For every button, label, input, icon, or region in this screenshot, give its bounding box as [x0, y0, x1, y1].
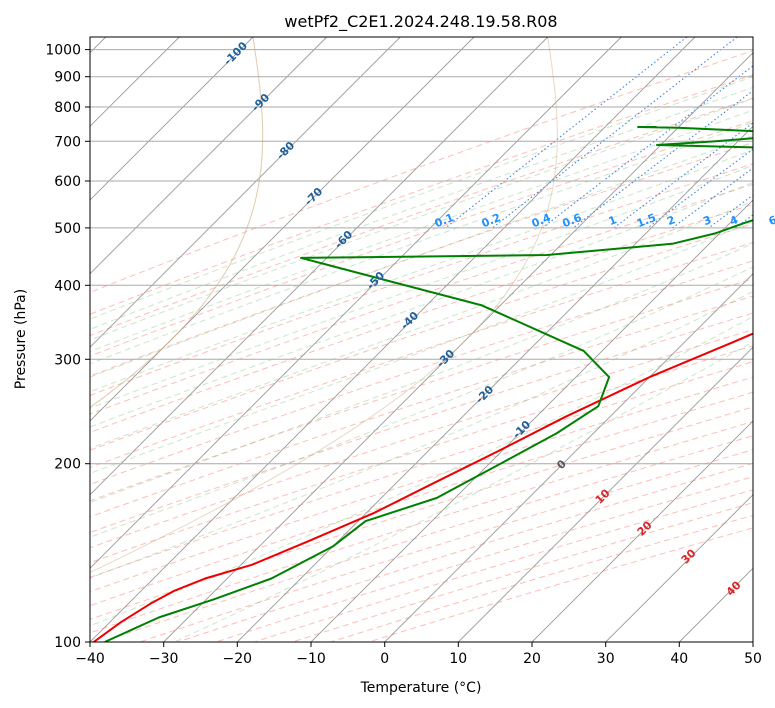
y-tick-label: 600 [54, 174, 81, 190]
moist-adiabat [90, 109, 753, 353]
isotherm-line [457, 346, 753, 642]
mixing-ratio-label: 2 [665, 213, 677, 228]
dry-adiabat [90, 97, 753, 337]
x-axis-title: Temperature (°C) [360, 680, 482, 696]
y-tick-label: 300 [54, 352, 81, 368]
isotherm-line [90, 37, 254, 201]
mixing-ratio-label: 3 [701, 213, 713, 228]
mixing-ratio-line [572, 90, 753, 229]
dry-adiabat [90, 329, 753, 549]
x-tick-label: 0 [380, 651, 389, 667]
x-tick-label: −40 [75, 651, 105, 667]
moist-adiabat [90, 220, 753, 474]
isotherm-line [90, 37, 696, 642]
dry-adiabat [90, 183, 753, 415]
plot-area [90, 37, 753, 642]
dry-adiabat [90, 312, 753, 534]
moist-adiabat [90, 200, 753, 449]
x-tick-label: 30 [597, 651, 615, 667]
y-tick-label: 900 [54, 70, 81, 86]
moist-adiabat [90, 86, 753, 330]
moist-adiabat [90, 76, 753, 320]
profile-lines [93, 126, 753, 642]
isotherm-line [90, 37, 549, 496]
mixing-ratio-line [542, 65, 753, 229]
y-axis-title: Pressure (hPa) [13, 289, 29, 389]
y-tick-label: 700 [54, 134, 81, 150]
mixing-ratio-label: 6 [767, 213, 775, 228]
moist-adiabat [90, 164, 753, 409]
dry-adiabat [90, 361, 753, 578]
isotherm-line [310, 199, 753, 642]
y-tick-label: 200 [54, 457, 81, 473]
dry-adiabat [90, 74, 753, 315]
temperature-line [93, 332, 753, 642]
dewpoint-line [104, 126, 753, 642]
isotherm-line [384, 273, 753, 642]
moist-adiabat [90, 135, 753, 378]
curved-isotherm [90, 37, 264, 408]
background-lines [90, 37, 753, 642]
moist-adiabat [90, 290, 753, 579]
x-tick-label: 50 [744, 651, 762, 667]
moist-adiabat [90, 316, 753, 627]
dry-adiabat [90, 163, 753, 396]
y-axis-ticks: 100 200 300 400 500 600 700 800 900 1000 [45, 43, 90, 651]
x-axis-ticks: −40 −30 −20 −10 0 10 20 30 40 50 [75, 642, 762, 667]
y-tick-label: 100 [54, 635, 81, 651]
x-tick-label: −30 [149, 651, 179, 667]
y-tick-label: 500 [54, 221, 81, 237]
isotherm-line [90, 37, 622, 569]
y-tick-label: 1000 [45, 43, 81, 59]
x-tick-label: 40 [670, 651, 688, 667]
chart-title: wetPf2_C2E1.2024.248.19.58.R08 [284, 12, 557, 32]
mixing-ratio-label: 1 [607, 213, 619, 228]
y-tick-label: 800 [54, 100, 81, 116]
x-tick-label: 20 [523, 651, 541, 667]
curved-isotherm [90, 37, 558, 574]
isotherm-line [90, 37, 328, 275]
dry-adiabat [90, 142, 753, 377]
isotherm-line [90, 37, 401, 348]
y-tick-label: 400 [54, 278, 81, 294]
isotherm-line [531, 420, 753, 642]
x-tick-label: −10 [296, 651, 326, 667]
dry-adiabat [90, 391, 753, 607]
dry-adiabat [90, 50, 753, 293]
x-tick-label: −20 [223, 651, 253, 667]
isotherm-line [605, 494, 753, 642]
plot-frame [89, 36, 754, 643]
x-tick-label: 10 [449, 651, 467, 667]
mixing-ratio-line [672, 167, 753, 229]
dry-adiabat [90, 278, 753, 502]
dry-adiabat [90, 223, 753, 451]
pressure-grid [90, 49, 753, 642]
